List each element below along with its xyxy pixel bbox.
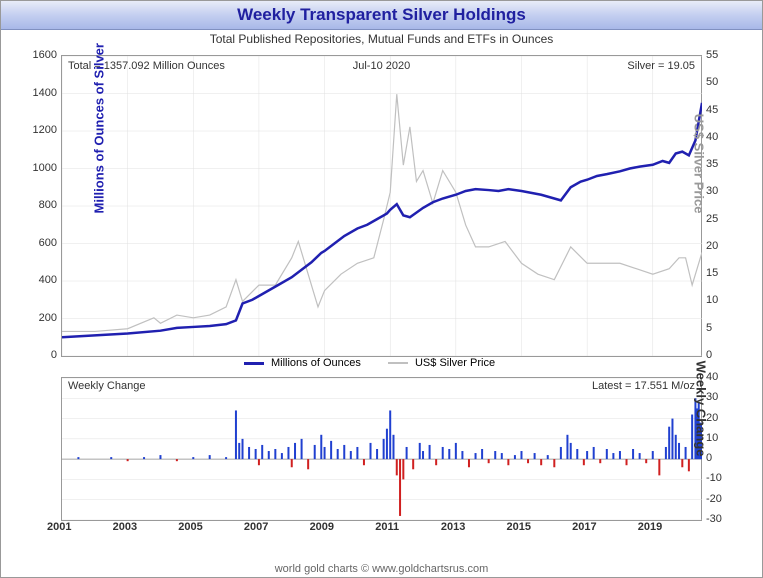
date-annotation: Jul-10 2020 <box>353 60 411 72</box>
right-axis-label-upper: US$ Silver Price <box>692 114 707 214</box>
lower-svg <box>62 378 702 520</box>
silver-annotation: Silver = 19.05 <box>627 60 695 72</box>
lower-panel: Weekly Change Latest = 17.551 M/oz Weekl… <box>61 377 702 521</box>
upper-svg <box>62 56 702 356</box>
chart-container: Weekly Transparent Silver Holdings Total… <box>0 0 763 578</box>
x-ticks: 2001200320052007200920112013201520172019 <box>61 521 702 539</box>
footer-text: world gold charts © www.goldchartsrus.co… <box>1 563 762 575</box>
legend-price-label: US$ Silver Price <box>415 357 495 369</box>
upper-panel: Total = 1357.092 Million Ounces Jul-10 2… <box>61 55 702 357</box>
latest-annotation: Latest = 17.551 M/oz <box>592 380 695 392</box>
legend-price: US$ Silver Price <box>388 357 495 369</box>
legend-swatch-price <box>388 362 408 364</box>
legend-row: Millions of Ounces US$ Silver Price <box>61 357 702 375</box>
title-bar: Weekly Transparent Silver Holdings <box>1 1 762 30</box>
chart-zone: Total = 1357.092 Million Ounces Jul-10 2… <box>61 55 702 537</box>
legend-holdings: Millions of Ounces <box>244 357 361 369</box>
legend-holdings-label: Millions of Ounces <box>271 357 361 369</box>
chart-subtitle: Total Published Repositories, Mutual Fun… <box>1 30 762 48</box>
left-axis-label: Millions of Ounces of Silver <box>92 43 107 213</box>
weekly-change-annotation: Weekly Change <box>68 380 145 392</box>
chart-title: Weekly Transparent Silver Holdings <box>237 5 526 24</box>
legend-swatch-holdings <box>244 362 264 365</box>
